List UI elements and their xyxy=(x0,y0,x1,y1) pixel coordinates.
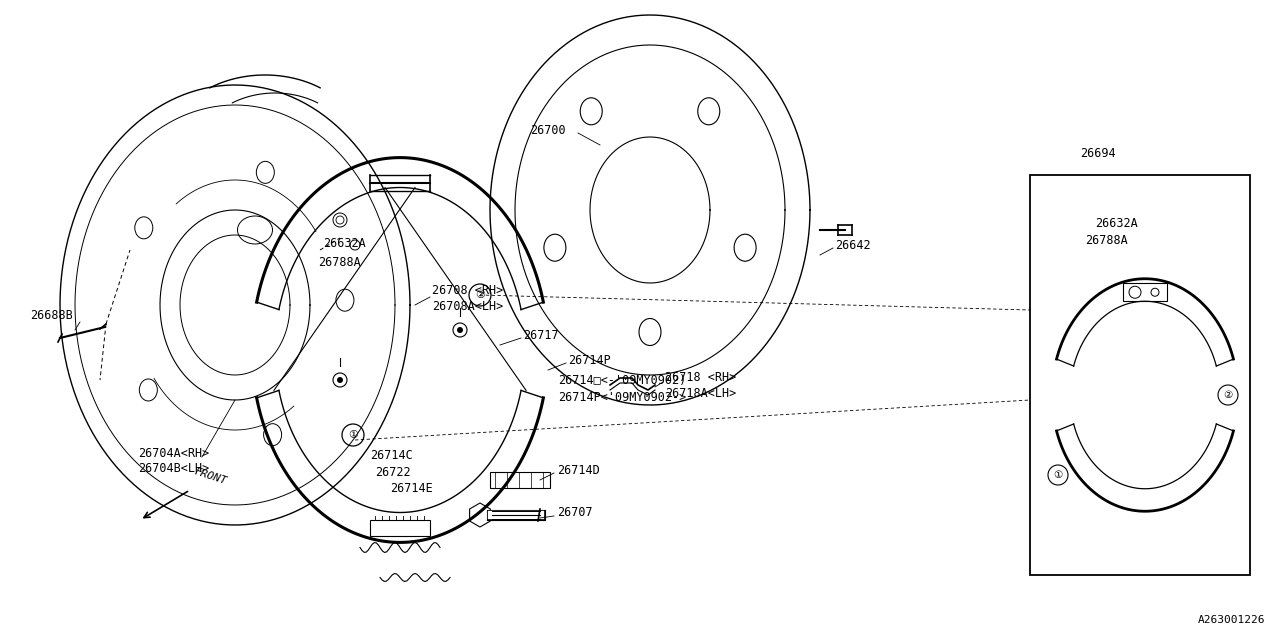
Text: 26708A<LH>: 26708A<LH> xyxy=(433,300,503,312)
Text: 26708 <RH>: 26708 <RH> xyxy=(433,284,503,296)
Text: 26714P<'09MY0902->: 26714P<'09MY0902-> xyxy=(558,390,686,403)
Text: 26718A<LH>: 26718A<LH> xyxy=(666,387,736,399)
Text: 26707: 26707 xyxy=(557,506,593,520)
Text: 26694: 26694 xyxy=(1080,147,1116,159)
Text: 26714D: 26714D xyxy=(557,463,600,477)
Text: FRONT: FRONT xyxy=(193,466,228,486)
Text: 26714P: 26714P xyxy=(568,353,611,367)
Text: 26788A: 26788A xyxy=(1085,234,1128,246)
Text: 26688B: 26688B xyxy=(29,308,73,321)
Text: 26632A: 26632A xyxy=(1094,216,1138,230)
Text: 26722: 26722 xyxy=(375,465,411,479)
Text: 26788A: 26788A xyxy=(317,255,361,269)
Text: ①: ① xyxy=(1053,470,1062,480)
Text: ②: ② xyxy=(475,290,485,300)
Text: 26714E: 26714E xyxy=(390,481,433,495)
Text: 26700: 26700 xyxy=(530,124,566,136)
Text: 26717: 26717 xyxy=(524,328,558,342)
Text: 26632A: 26632A xyxy=(323,237,366,250)
Bar xyxy=(370,520,430,536)
Ellipse shape xyxy=(337,377,343,383)
Text: A263001226: A263001226 xyxy=(1198,615,1265,625)
Bar xyxy=(490,472,550,488)
Bar xyxy=(1123,284,1167,301)
Text: ②: ② xyxy=(1224,390,1233,400)
Text: 26704B<LH>: 26704B<LH> xyxy=(138,461,209,474)
Text: 26714C: 26714C xyxy=(370,449,412,461)
Text: ①: ① xyxy=(348,430,358,440)
Text: 26642: 26642 xyxy=(835,239,870,252)
Text: 26704A<RH>: 26704A<RH> xyxy=(138,447,209,460)
Bar xyxy=(1030,175,1251,575)
Ellipse shape xyxy=(457,327,463,333)
Text: 26714□<-'09MY0902): 26714□<-'09MY0902) xyxy=(558,374,686,387)
Text: 26718 <RH>: 26718 <RH> xyxy=(666,371,736,383)
